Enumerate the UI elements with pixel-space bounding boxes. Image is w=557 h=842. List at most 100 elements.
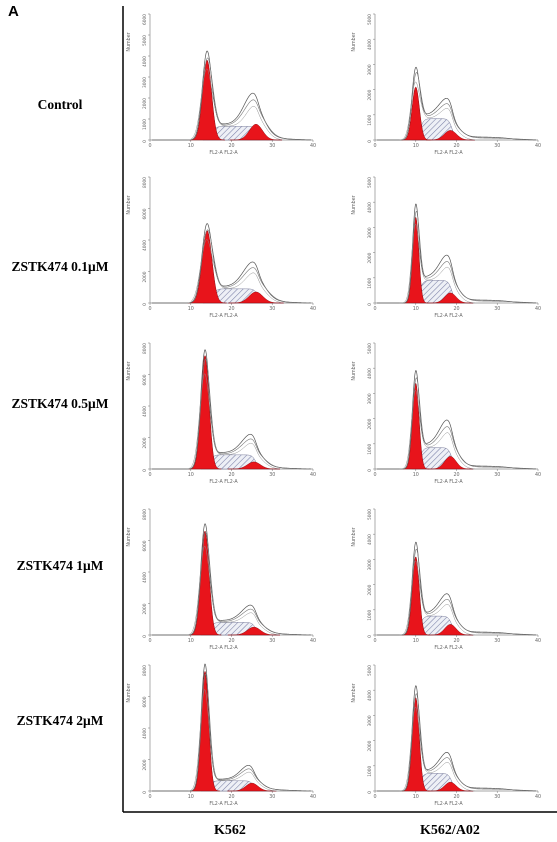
y-tick-label: 0 (367, 791, 373, 794)
x-tick-label: 20 (228, 472, 234, 478)
x-tick-label: 0 (148, 306, 151, 312)
g1-peak-area (188, 59, 226, 141)
y-axis-label: Number (351, 195, 357, 214)
y-tick-label: 1000 (367, 278, 373, 289)
model-fit-curve (377, 72, 534, 141)
y-tick-label: 5000 (367, 177, 373, 188)
histogram-plot: 0 2000 4000 6000 8000 0 10 20 30 40 FL2-A FL2-A Num… (126, 508, 316, 651)
x-tick-label: 0 (148, 794, 151, 800)
y-tick-label: 2000 (142, 98, 148, 109)
model-fit-curve (399, 390, 475, 470)
histogram-plot: 0 1000 2000 3000 4000 5000 0 10 20 30 40 FL2-A FL2-… (351, 342, 541, 485)
row-label-0-1um: ZSTK474 0.1μM (11, 259, 109, 274)
y-axis-label: Number (351, 683, 357, 702)
x-axis-label: FL2-A FL2-A (434, 150, 463, 156)
y-tick-label: 0 (142, 791, 148, 794)
model-fit-curve (399, 223, 475, 304)
x-axis-label: FL2-A FL2-A (209, 313, 238, 319)
x-tick-label: 20 (453, 306, 459, 312)
y-axis-label: Number (126, 361, 132, 380)
x-tick-label: 10 (413, 306, 419, 312)
y-tick-label: 0 (142, 303, 148, 306)
y-tick-label: 2000 (367, 252, 373, 263)
y-tick-label: 5000 (367, 343, 373, 354)
y-tick-label: 8000 (142, 343, 148, 354)
y-tick-label: 2000 (367, 740, 373, 751)
x-tick-label: 30 (269, 143, 275, 149)
g2-peak-area (427, 781, 474, 792)
y-axis-label: Number (126, 195, 132, 214)
y-tick-label: 0 (367, 303, 373, 306)
x-tick-label: 10 (413, 472, 419, 478)
x-tick-label: 0 (148, 472, 151, 478)
histogram-outline (377, 541, 536, 636)
g1-peak-area (400, 86, 431, 141)
x-tick-label: 20 (228, 638, 234, 644)
histogram-plot: 0 2000 4000 6000 8000 0 10 20 30 40 FL2-A FL2-A Num… (126, 342, 316, 485)
x-tick-label: 0 (373, 306, 376, 312)
x-tick-label: 10 (413, 638, 419, 644)
y-axis-label: Number (351, 32, 357, 51)
x-tick-label: 40 (310, 306, 316, 312)
x-axis-label: FL2-A FL2-A (209, 801, 238, 807)
y-tick-label: 4000 (367, 690, 373, 701)
y-tick-label: 2000 (142, 603, 148, 614)
x-tick-label: 40 (310, 794, 316, 800)
y-axis-label: Number (126, 683, 132, 702)
x-tick-label: 40 (310, 638, 316, 644)
histogram-plot: 0 1000 2000 3000 4000 5000 0 10 20 30 40 FL2-A FL2-… (351, 664, 541, 807)
y-tick-label: 1000 (142, 119, 148, 130)
x-tick-label: 0 (373, 794, 376, 800)
model-fit-curve (152, 229, 309, 304)
histogram-plot: 0 2000 4000 6000 8000 0 10 20 30 40 FL2-A FL2-A Num… (126, 176, 316, 319)
x-tick-label: 0 (373, 638, 376, 644)
histogram-plot: 0 1000 2000 3000 4000 5000 0 10 20 30 40 FL2-A FL2-… (351, 508, 541, 651)
y-tick-label: 4000 (142, 728, 148, 739)
y-tick-label: 2000 (367, 418, 373, 429)
y-tick-label: 4000 (367, 39, 373, 50)
model-fit-curve (152, 57, 309, 141)
y-tick-label: 0 (142, 469, 148, 472)
g2-peak-area (427, 456, 474, 470)
model-fit-curve (399, 81, 475, 141)
x-tick-label: 0 (148, 143, 151, 149)
histogram-outline (377, 66, 536, 141)
y-tick-label: 1000 (367, 115, 373, 126)
y-axis-label: Number (351, 527, 357, 546)
histogram-outline (152, 663, 311, 792)
x-tick-label: 20 (228, 306, 234, 312)
histogram-outline (152, 349, 311, 470)
x-tick-label: 30 (494, 794, 500, 800)
y-tick-label: 6000 (142, 540, 148, 551)
row-label-1um: ZSTK474 1μM (16, 558, 104, 573)
panel-letter: A (8, 3, 19, 20)
x-tick-label: 20 (453, 143, 459, 149)
y-tick-label: 2000 (367, 584, 373, 595)
model-fit-curve (377, 693, 534, 792)
x-tick-label: 0 (148, 638, 151, 644)
y-tick-label: 3000 (367, 393, 373, 404)
y-tick-label: 6000 (142, 374, 148, 385)
y-tick-label: 2000 (142, 759, 148, 770)
x-tick-label: 40 (535, 638, 541, 644)
model-fit-curve (188, 689, 277, 792)
model-fit-curve (377, 548, 534, 636)
g1-peak-area (187, 230, 227, 304)
x-tick-label: 30 (269, 794, 275, 800)
model-fit-curve (152, 673, 309, 792)
y-tick-label: 1000 (367, 444, 373, 455)
y-tick-label: 6000 (142, 696, 148, 707)
x-tick-label: 10 (188, 638, 194, 644)
row-label-2um: ZSTK474 2μM (16, 713, 104, 728)
model-fit-curve (152, 358, 309, 470)
model-fit-curve (377, 377, 534, 470)
x-axis-label: FL2-A FL2-A (209, 150, 238, 156)
x-tick-label: 10 (413, 143, 419, 149)
x-tick-label: 0 (373, 143, 376, 149)
y-tick-label: 8000 (142, 177, 148, 188)
row-label-control: Control (37, 97, 83, 112)
x-tick-label: 40 (310, 472, 316, 478)
g2-peak-area (427, 624, 474, 636)
